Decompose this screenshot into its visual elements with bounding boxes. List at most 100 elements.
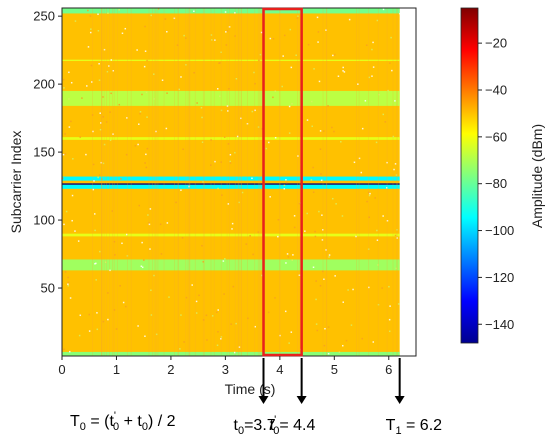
heatmap-band (62, 183, 400, 185)
heatmap-speckle (265, 147, 268, 150)
heatmap-speckle (109, 269, 111, 272)
heatmap-speckle (64, 271, 67, 273)
heatmap-speckle (342, 344, 344, 347)
heatmap-speckle (241, 191, 244, 194)
heatmap-band (62, 259, 400, 271)
heatmap-speckle (367, 248, 370, 250)
heatmap-speckle (93, 180, 95, 182)
heatmap-streak (92, 8, 93, 356)
heatmap-streak (241, 8, 242, 356)
heatmap-speckle (333, 130, 335, 133)
heatmap-speckle (228, 88, 230, 90)
heatmap-speckle (71, 219, 73, 222)
heatmap-speckle (126, 255, 129, 257)
heatmap-speckle (70, 120, 72, 123)
heatmap-streak (240, 8, 242, 356)
heatmap-streak (377, 8, 379, 356)
heatmap-speckle (332, 54, 334, 57)
heatmap-speckle (272, 96, 274, 99)
heatmap-speckle (141, 241, 143, 244)
heatmap-speckle (62, 177, 64, 180)
heatmap-speckle (293, 215, 296, 217)
heatmap-speckle (64, 153, 67, 155)
heatmap-speckle (221, 194, 223, 196)
heatmap-speckle (216, 311, 218, 314)
heatmap-speckle (139, 111, 142, 113)
heatmap-speckle (334, 275, 336, 277)
heatmap-streak (326, 8, 327, 356)
heatmap-speckle (307, 43, 310, 46)
heatmap-speckle (337, 75, 340, 77)
heatmap-speckle (313, 68, 315, 70)
heatmap-streak (279, 8, 280, 356)
heatmap-speckle (292, 254, 294, 256)
heatmap-speckle (206, 339, 208, 341)
heatmap-background (62, 8, 400, 356)
heatmap-speckle (62, 153, 65, 156)
heatmap-streak (148, 8, 150, 356)
heatmap-speckle (227, 143, 230, 145)
heatmap-speckle (198, 294, 200, 297)
heatmap-speckle (352, 288, 354, 291)
heatmap-speckle (238, 346, 241, 348)
heatmap-speckle (283, 184, 286, 187)
heatmap-streak (213, 8, 215, 356)
heatmap-speckle (97, 13, 99, 16)
heatmap-speckle (315, 298, 317, 301)
heatmap-streak (226, 8, 228, 356)
heatmap-speckle (223, 136, 226, 139)
heatmap-speckle (153, 73, 155, 75)
heatmap-speckle (108, 65, 110, 67)
heatmap-speckle (98, 79, 101, 81)
heatmap-speckle (341, 215, 344, 217)
heatmap-speckle (144, 335, 146, 337)
heatmap-speckle (322, 130, 325, 132)
x-axis-ticks: 0 1 2 3 4 5 6 (58, 356, 392, 377)
heatmap-speckle (249, 235, 251, 237)
heatmap-speckle (325, 249, 327, 251)
heatmap-speckle (104, 261, 107, 264)
heatmap-speckle (111, 210, 114, 212)
heatmap-speckle (210, 139, 212, 141)
heatmap-speckle (71, 194, 74, 197)
heatmap-speckle (295, 54, 297, 56)
heatmap-speckle (246, 122, 249, 125)
heatmap-speckle (395, 267, 397, 270)
heatmap-speckle (355, 235, 357, 238)
colorbar-tick-label: −80 (485, 176, 507, 191)
heatmap-speckle (231, 222, 234, 225)
heatmap-speckle (268, 141, 270, 144)
heatmap-speckle (288, 342, 290, 344)
heatmap-streak (174, 8, 175, 356)
heatmap-speckle (274, 90, 277, 92)
heatmap-speckle (145, 91, 148, 94)
heatmap-speckle (288, 105, 291, 108)
heatmap-speckle (331, 126, 333, 129)
heatmap-streak (117, 8, 118, 356)
heatmap-speckle (200, 106, 203, 109)
heatmap-speckle (67, 283, 69, 285)
heatmap-speckle (312, 191, 315, 193)
heatmap-speckle (153, 274, 155, 277)
heatmap-speckle (145, 166, 148, 169)
heatmap-speckle (125, 153, 128, 156)
heatmap-speckle (368, 194, 371, 197)
heatmap-speckle (378, 93, 380, 96)
heatmap-speckle (90, 64, 93, 67)
heatmap-speckle (377, 264, 379, 266)
heatmap-speckle (148, 223, 151, 226)
heatmap-speckle (269, 37, 272, 40)
heatmap-speckle (251, 110, 254, 113)
heatmap-speckle (97, 176, 99, 179)
heatmap-speckle (78, 334, 81, 337)
heatmap-speckle (394, 234, 397, 237)
heatmap-speckle (74, 20, 77, 22)
heatmap-streak (202, 8, 204, 356)
heatmap-streak (358, 8, 360, 356)
heatmap-speckle (357, 83, 359, 85)
heatmap-speckle (224, 258, 226, 260)
heatmap-speckle (285, 262, 287, 264)
marker-arrow-head (296, 396, 307, 404)
heatmap-speckle (89, 15, 92, 17)
heatmap-speckle (394, 163, 397, 165)
